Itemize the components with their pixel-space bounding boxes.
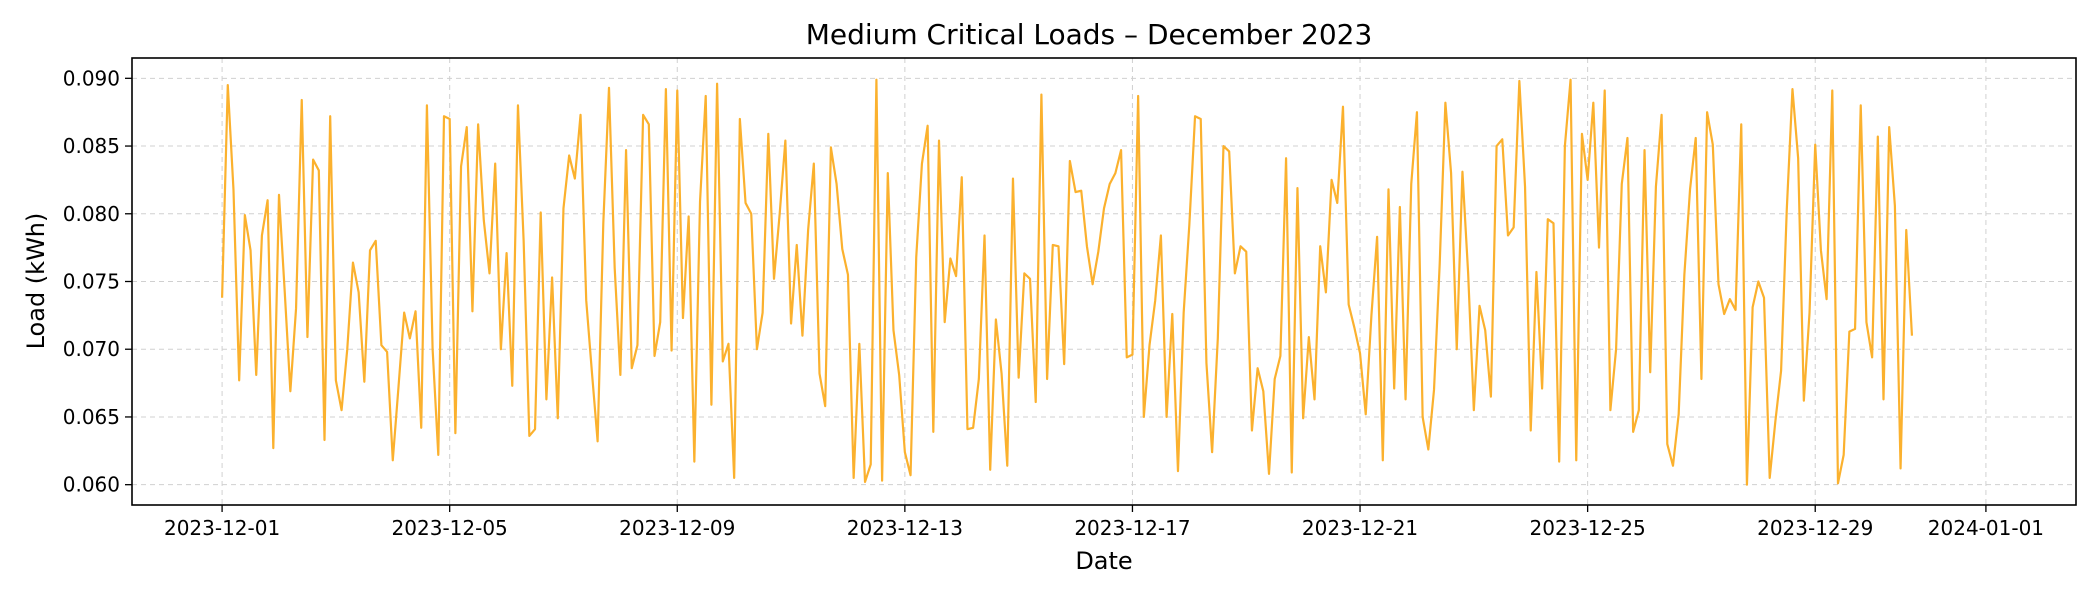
x-tick-label: 2024-01-01 [1928, 516, 2044, 540]
x-tick-label: 2023-12-05 [392, 516, 508, 540]
x-tick-label: 2023-12-21 [1302, 516, 1418, 540]
chart-title: Medium Critical Loads – December 2023 [806, 18, 1373, 51]
x-tick-label: 2023-12-17 [1074, 516, 1190, 540]
y-tick-label: 0.065 [63, 405, 120, 429]
y-axis-label: Load (kWh) [22, 213, 50, 350]
x-axis-ticks: 2023-12-01 2023-12-05 2023-12-09 2023-12-13… [164, 505, 2044, 540]
x-axis-label: Date [1075, 547, 1132, 575]
series-line [220, 78, 1914, 486]
y-tick-label: 0.080 [63, 202, 120, 226]
y-tick-label: 0.090 [63, 66, 120, 90]
series-layer [220, 78, 1914, 486]
grid-lines [132, 58, 2076, 505]
x-tick-label: 2023-12-25 [1530, 516, 1646, 540]
y-tick-label: 0.075 [63, 270, 120, 294]
y-tick-label: 0.060 [63, 473, 120, 497]
y-tick-label: 0.070 [63, 337, 120, 361]
y-axis-ticks: 0.060 0.065 0.070 0.075 0.080 0.085 0.090 [63, 66, 132, 497]
x-tick-label: 2023-12-01 [164, 516, 280, 540]
x-tick-label: 2023-12-09 [619, 516, 735, 540]
y-tick-label: 0.085 [63, 134, 120, 158]
x-tick-label: 2023-12-13 [847, 516, 963, 540]
x-tick-label: 2023-12-29 [1757, 516, 1873, 540]
